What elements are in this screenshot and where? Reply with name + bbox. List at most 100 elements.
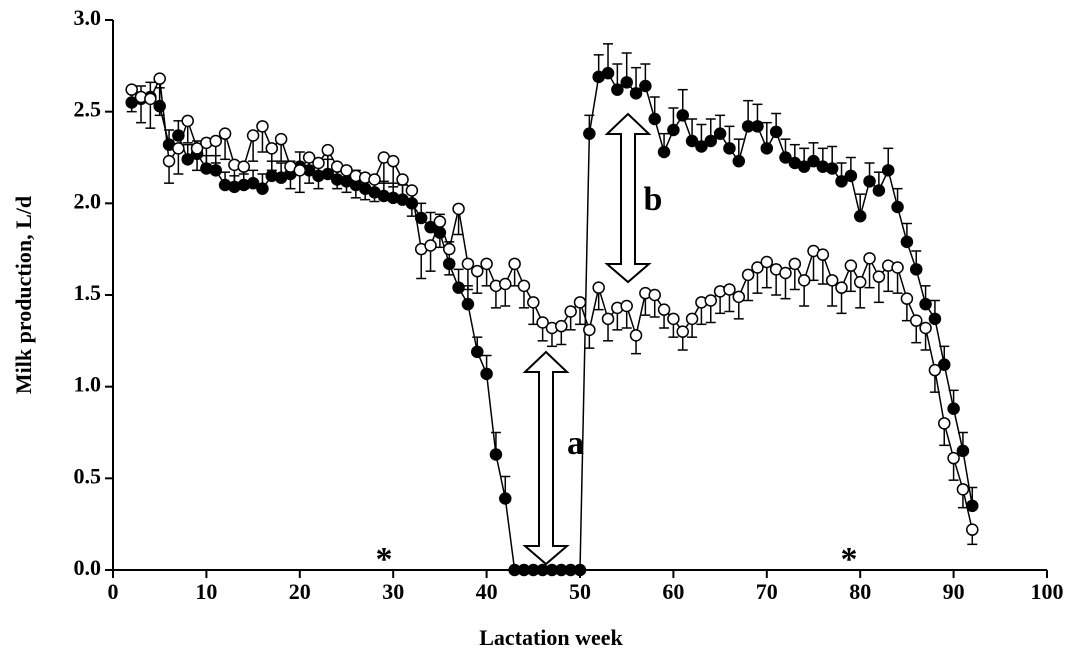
- point: [274, 132, 288, 146]
- point: [741, 268, 755, 282]
- arrow-a: [522, 350, 570, 566]
- point: [555, 319, 568, 333]
- point: [508, 257, 521, 271]
- point: [527, 296, 540, 309]
- point: [676, 109, 689, 122]
- point: [629, 87, 643, 100]
- point: [583, 127, 596, 140]
- point: [844, 259, 858, 272]
- point: [891, 261, 904, 274]
- x-tick-label: 50: [569, 579, 591, 604]
- point: [704, 294, 718, 307]
- arrow-b: [604, 112, 652, 284]
- point: [424, 239, 437, 252]
- point: [153, 72, 166, 85]
- point: [825, 274, 839, 287]
- point: [144, 92, 157, 106]
- point: [732, 290, 746, 304]
- y-tick-label: 2.5: [74, 97, 102, 122]
- point: [442, 242, 456, 256]
- point: [611, 83, 624, 96]
- y-tick-label: 2.0: [74, 188, 102, 213]
- point: [162, 154, 176, 168]
- x-tick-label: 90: [943, 579, 965, 604]
- annotation: *: [841, 541, 858, 578]
- point: [499, 492, 512, 505]
- point: [807, 154, 820, 168]
- point: [704, 134, 718, 148]
- point: [573, 563, 587, 577]
- point: [648, 112, 661, 126]
- point: [471, 264, 484, 278]
- point: [966, 499, 979, 513]
- x-tick-label: 70: [756, 579, 778, 604]
- point: [433, 215, 447, 228]
- point: [751, 261, 764, 274]
- point: [891, 200, 904, 214]
- point: [723, 283, 736, 296]
- point: [956, 444, 970, 458]
- point: [489, 448, 503, 461]
- point: [246, 176, 260, 190]
- point: [246, 129, 260, 142]
- point: [256, 120, 269, 133]
- x-tick-label: 0: [108, 579, 119, 604]
- point: [769, 125, 783, 139]
- point: [938, 417, 951, 430]
- point: [442, 257, 456, 271]
- point: [685, 312, 699, 326]
- point: [751, 120, 764, 133]
- point: [844, 169, 858, 183]
- point: [414, 211, 428, 225]
- point: [909, 314, 923, 327]
- point: [405, 197, 419, 210]
- point: [732, 154, 746, 168]
- point: [536, 316, 549, 329]
- point: [592, 281, 605, 294]
- point: [573, 296, 587, 309]
- point: [760, 255, 774, 269]
- point: [966, 523, 979, 536]
- point: [909, 263, 923, 276]
- y-tick-label: 0.5: [74, 463, 102, 488]
- point: [265, 142, 279, 155]
- annotation: *: [376, 541, 393, 578]
- point: [471, 345, 484, 359]
- point: [293, 164, 307, 177]
- point: [900, 292, 914, 305]
- point: [881, 164, 895, 177]
- point: [209, 134, 222, 148]
- point: [461, 257, 475, 271]
- point: [835, 175, 848, 188]
- point: [424, 220, 437, 234]
- point: [405, 184, 419, 197]
- y-tick-label: 1.5: [74, 280, 102, 305]
- point: [368, 173, 381, 186]
- point: [938, 358, 951, 371]
- x-tick-label: 30: [382, 579, 404, 604]
- point: [667, 312, 680, 326]
- point: [657, 145, 671, 159]
- point: [256, 182, 269, 195]
- point: [779, 151, 792, 164]
- point: [657, 303, 671, 316]
- point: [564, 305, 577, 318]
- point: [667, 123, 680, 137]
- point: [779, 266, 792, 280]
- annotation: b: [644, 181, 663, 218]
- point: [919, 321, 932, 335]
- point: [723, 142, 736, 155]
- point: [648, 288, 661, 302]
- annotation: a: [567, 425, 584, 462]
- x-tick-label: 80: [849, 579, 871, 604]
- point: [181, 114, 194, 128]
- point: [685, 134, 699, 148]
- point: [433, 226, 447, 239]
- point: [853, 209, 867, 223]
- point: [863, 175, 876, 188]
- point: [816, 248, 830, 261]
- point: [919, 297, 932, 311]
- point: [797, 160, 811, 173]
- point: [601, 312, 615, 326]
- x-axis-label: Lactation week: [479, 625, 623, 650]
